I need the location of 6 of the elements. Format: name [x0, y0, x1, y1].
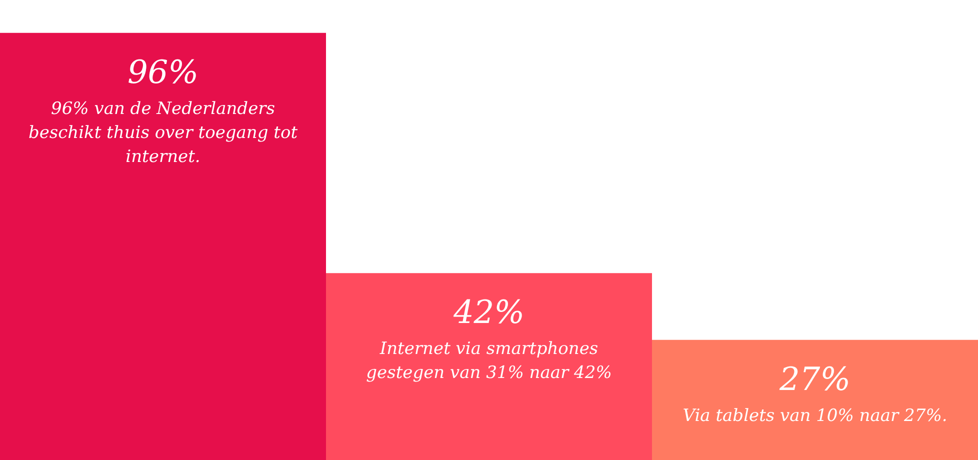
x-tick-label: Internet via smartphones gestegen van 31% naar 42% [366, 339, 612, 384]
x-tick-label: 96% van de Nederlanders beschikt thuis over toegang tot internet. [28, 98, 298, 167]
x-tick-label: Via tablets van 10% naar 27%. [682, 406, 948, 426]
data-label: 42% [452, 293, 525, 332]
data-label: 96% [127, 52, 199, 91]
data-label: 27% [778, 360, 851, 398]
